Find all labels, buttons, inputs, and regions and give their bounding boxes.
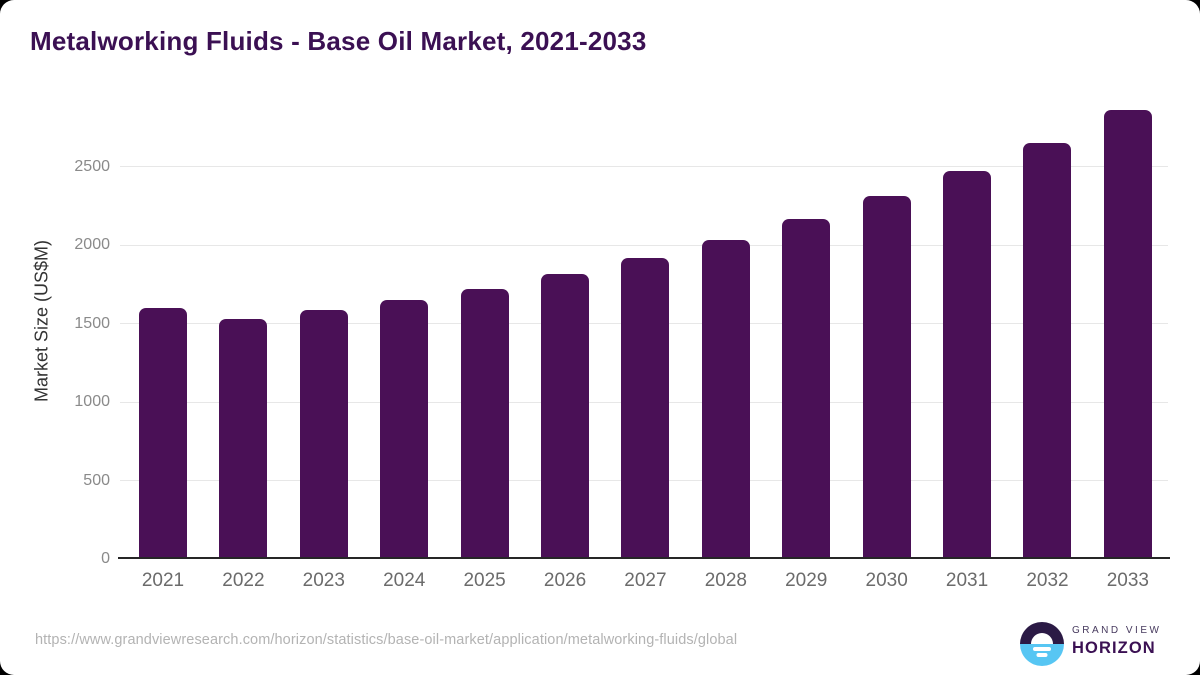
x-label-2021: 2021 (141, 570, 185, 591)
horizon-sun-icon (1020, 622, 1064, 666)
brand-logo-text: GRAND VIEW HORIZON (1072, 625, 1161, 658)
y-tick-1500: 1500 (74, 314, 110, 332)
bar-2022 (219, 319, 268, 559)
x-label-2025: 2025 (463, 570, 506, 591)
y-tick-0: 0 (101, 550, 110, 567)
x-label-2022: 2022 (222, 570, 265, 591)
y-tick-2500: 2500 (74, 157, 110, 175)
x-label-2028: 2028 (704, 570, 747, 591)
bar-2028 (701, 240, 750, 559)
bar-2031 (943, 171, 992, 559)
bar-2033 (1103, 110, 1152, 559)
gridline-2500 (120, 166, 1168, 167)
x-tick-labels: 2021 2022 2023 2024 2025 2026 2027 2028 2029 2030… (120, 570, 1168, 592)
brand-logo: GRAND VIEW HORIZON (1020, 622, 1180, 666)
bar-2026 (541, 274, 590, 559)
bar-2023 (299, 310, 348, 559)
x-label-2030: 2030 (865, 570, 908, 591)
bar-series (120, 95, 1168, 559)
x-label-2027: 2027 (624, 570, 667, 591)
page-title: Metalworking Fluids - Base Oil Market, 2… (30, 26, 647, 56)
bar-2030 (862, 196, 911, 559)
x-label-2029: 2029 (785, 570, 828, 591)
brand-name-bottom: HORIZON (1072, 639, 1156, 657)
gridline-2000 (120, 244, 1168, 246)
bar-2025 (460, 289, 509, 559)
x-label-2023: 2023 (302, 570, 345, 591)
x-label-2024: 2024 (383, 570, 426, 591)
brand-name-top: GRAND VIEW (1072, 625, 1162, 636)
bar-2032 (1023, 143, 1072, 559)
x-axis-line (118, 557, 1170, 559)
y-tick-500: 500 (83, 471, 110, 489)
bar-2027 (621, 258, 670, 559)
x-label-2032: 2032 (1026, 570, 1069, 591)
y-tick-1000: 1000 (74, 393, 110, 410)
x-label-2031: 2031 (945, 570, 989, 591)
source-url-text: https://www.grandviewresearch.com/horizo… (35, 632, 738, 648)
y-tick-2000: 2000 (74, 236, 110, 253)
bar-2024 (380, 300, 429, 559)
bar-2029 (782, 219, 831, 559)
bar-2021 (139, 308, 187, 559)
x-label-2026: 2026 (543, 570, 587, 591)
x-label-2033: 2033 (1106, 570, 1150, 591)
